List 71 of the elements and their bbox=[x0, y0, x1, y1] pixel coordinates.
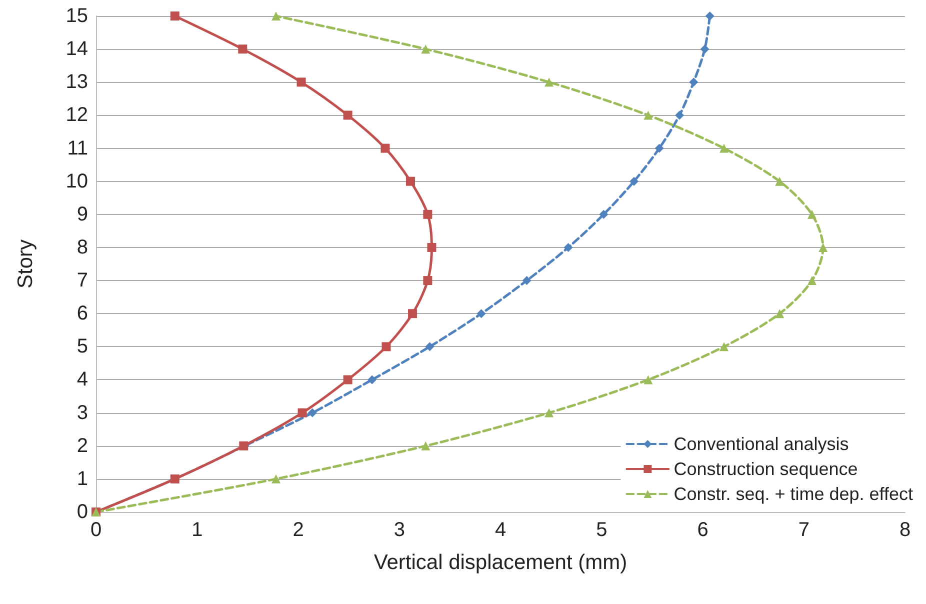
point bbox=[775, 176, 784, 186]
point bbox=[807, 210, 816, 219]
point bbox=[629, 176, 638, 186]
point bbox=[544, 78, 554, 87]
point bbox=[408, 309, 418, 318]
point bbox=[421, 44, 430, 54]
y-tick-label: 3 bbox=[76, 402, 88, 424]
x-tick-label: 2 bbox=[292, 519, 304, 541]
y-tick-label: 12 bbox=[66, 104, 88, 126]
point bbox=[423, 276, 432, 286]
point bbox=[343, 110, 352, 120]
point bbox=[272, 12, 281, 20]
x-axis-title: Vertical displacement (mm) bbox=[374, 551, 628, 574]
point bbox=[368, 375, 377, 384]
point bbox=[343, 375, 352, 384]
point bbox=[719, 144, 728, 153]
x-tick-label: 7 bbox=[798, 519, 810, 541]
y-tick-label: 13 bbox=[66, 71, 88, 94]
x-tick-label: 8 bbox=[899, 519, 911, 541]
y-tick-label: 7 bbox=[76, 270, 88, 292]
y-tick-label: 2 bbox=[76, 434, 88, 457]
x-tick-label: 6 bbox=[697, 519, 708, 541]
x-tick-label: 5 bbox=[596, 519, 608, 541]
point bbox=[522, 276, 532, 286]
point bbox=[644, 375, 653, 384]
point bbox=[423, 210, 432, 219]
point bbox=[298, 408, 307, 418]
point bbox=[654, 144, 664, 153]
point bbox=[775, 309, 784, 318]
y-tick-label: 15 bbox=[66, 5, 88, 27]
y-tick-label: 0 bbox=[76, 501, 88, 523]
x-tick-label: 4 bbox=[494, 519, 506, 541]
point bbox=[238, 44, 248, 54]
y-axis-title: Story bbox=[14, 238, 37, 289]
point bbox=[705, 12, 714, 20]
point bbox=[425, 342, 434, 352]
legend-label: Construction sequence bbox=[674, 459, 858, 479]
legend-label: Conventional analysis bbox=[674, 434, 849, 454]
point bbox=[644, 110, 653, 120]
y-tick-label: 8 bbox=[76, 236, 88, 258]
point bbox=[599, 210, 608, 219]
point bbox=[421, 441, 430, 450]
x-tick-label: 0 bbox=[90, 519, 102, 541]
point bbox=[807, 276, 816, 286]
point bbox=[719, 342, 728, 352]
point bbox=[674, 110, 684, 120]
y-tick-label: 6 bbox=[76, 302, 88, 325]
point bbox=[564, 242, 573, 252]
y-tick-label: 5 bbox=[76, 336, 88, 358]
point bbox=[272, 474, 281, 484]
point bbox=[427, 242, 436, 252]
point bbox=[476, 309, 486, 318]
y-tick-label: 4 bbox=[76, 368, 88, 391]
point bbox=[818, 242, 828, 252]
y-tick-label: 11 bbox=[67, 137, 88, 160]
point bbox=[380, 144, 390, 153]
y-tick-label: 10 bbox=[66, 170, 88, 192]
point bbox=[170, 12, 180, 20]
point bbox=[296, 78, 306, 87]
point bbox=[700, 44, 710, 54]
y-tick-label: 1 bbox=[76, 468, 88, 490]
point bbox=[544, 408, 554, 418]
y-tick-label: 9 bbox=[76, 203, 88, 226]
point bbox=[689, 78, 698, 87]
x-tick-label: 3 bbox=[394, 519, 405, 541]
point bbox=[382, 342, 391, 352]
point bbox=[308, 408, 317, 418]
y-tick-label: 14 bbox=[66, 38, 88, 60]
legend-label: Constr. seq. + time dep. effect bbox=[674, 484, 914, 504]
x-tick-label: 1 bbox=[192, 519, 203, 541]
point bbox=[406, 176, 415, 186]
